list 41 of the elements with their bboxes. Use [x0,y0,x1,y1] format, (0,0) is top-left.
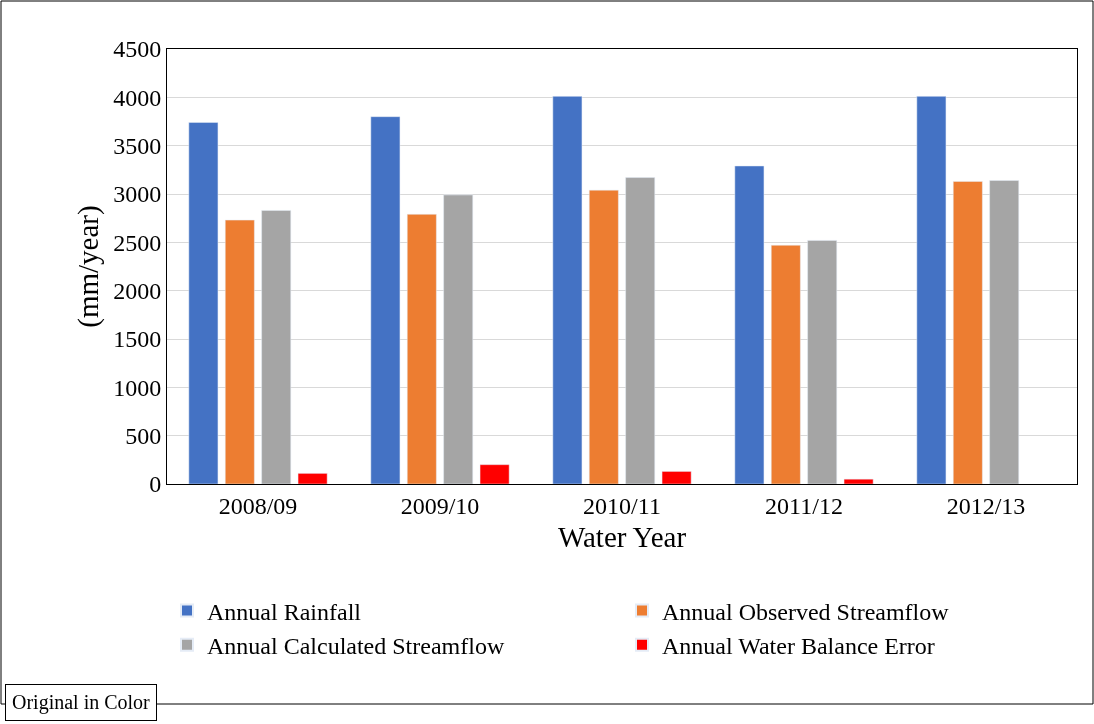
y-tick-label: 500 [125,423,162,450]
bar [625,177,656,484]
bar [843,478,874,484]
bar [297,473,328,484]
bar [443,194,474,484]
bar [552,96,583,484]
legend-label: Annual Calculated Streamflow [207,633,505,660]
legend-label: Annual Water Balance Error [662,633,935,660]
legend-label: Annual Observed Streamflow [662,598,950,625]
bar [807,240,838,484]
legend-label: Annual Rainfall [207,598,362,625]
x-axis-title: Water Year [557,520,687,553]
bar [370,116,401,484]
y-axis-title: (mm/year) [71,205,105,328]
bar [661,471,692,484]
y-tick-label: 2000 [113,278,162,305]
bar [916,96,947,484]
y-tick-label: 4000 [113,84,162,111]
y-tick-label: 1000 [113,374,162,401]
bar [188,122,219,484]
y-tick-label: 3000 [113,181,162,208]
y-tick-label: 4500 [113,36,162,63]
bar [952,181,983,484]
bar [406,214,437,484]
bar [479,464,510,484]
bar [224,219,255,484]
bar [588,189,619,484]
x-tick-label: 2008/09 [218,492,298,519]
x-tick-label: 2012/13 [946,492,1026,519]
bar [770,244,801,484]
text: Original in Color [12,691,151,714]
x-tick-label: 2010/11 [583,492,661,519]
bar [734,165,765,484]
bar [261,210,292,484]
x-tick-label: 2011/12 [765,492,843,519]
y-tick-label: 3500 [113,133,162,160]
x-tick-label: 2009/10 [400,492,480,519]
y-tick-label: 1500 [113,326,162,353]
bar [989,180,1020,484]
y-tick-label: 0 [149,471,162,498]
y-tick-label: 2500 [113,229,162,256]
